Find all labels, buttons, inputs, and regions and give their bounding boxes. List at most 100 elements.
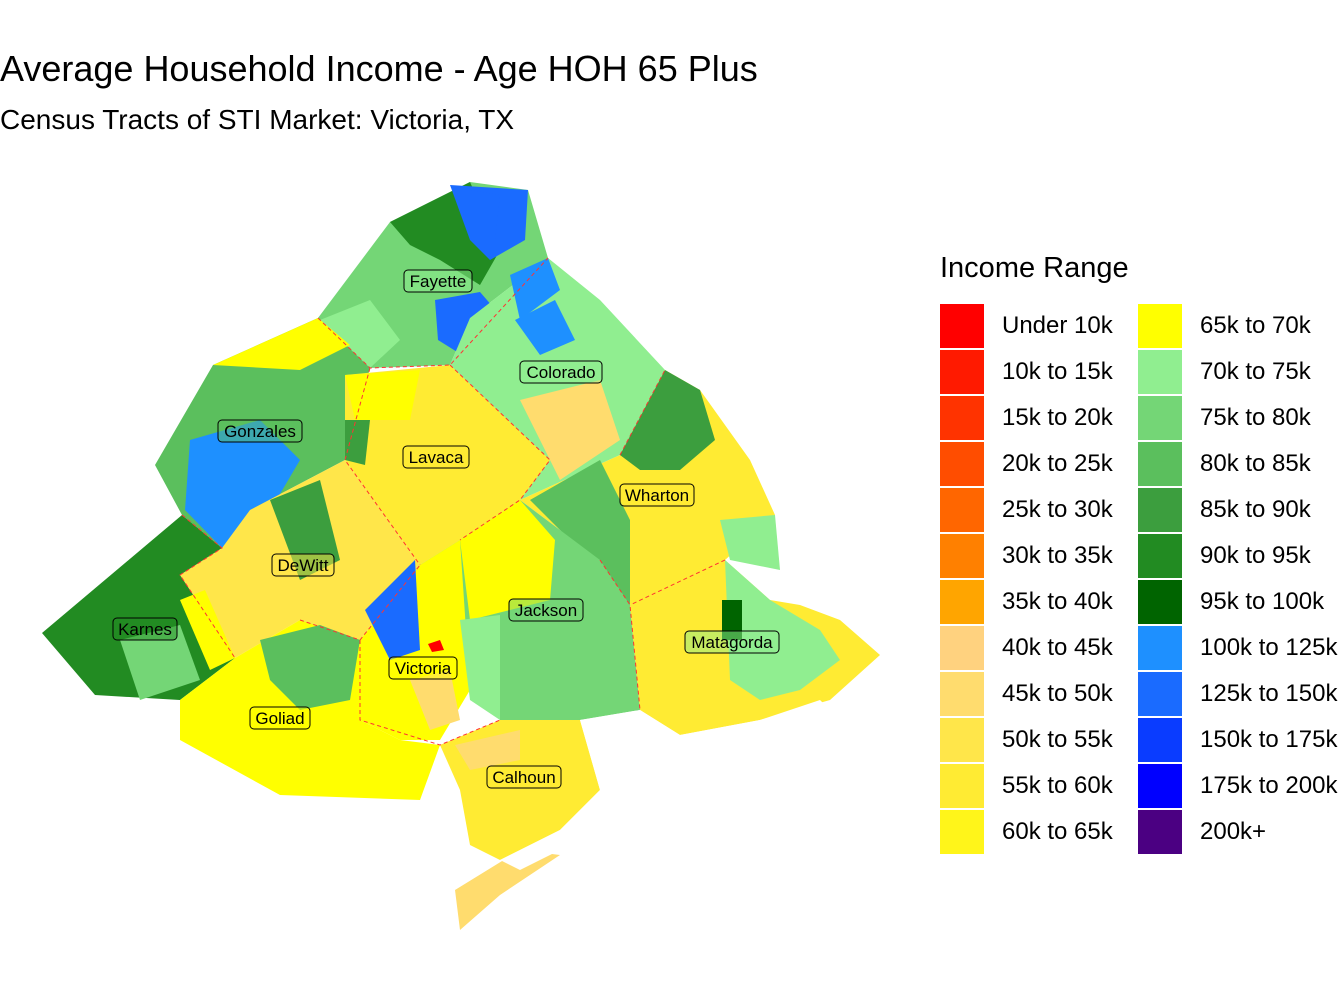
county-borders [179, 257, 726, 746]
legend-swatch [1138, 488, 1182, 532]
legend-label: 20k to 25k [1002, 450, 1113, 477]
legend-label: 60k to 65k [1002, 818, 1113, 845]
coastline-water [500, 700, 830, 870]
legend-column-1: Under 10k 10k to 15k 15k to 20k 20k to 2… [940, 303, 1138, 855]
county-name-wharton: Wharton [625, 486, 689, 505]
legend-swatch [940, 534, 984, 578]
map-subtitle: Census Tracts of STI Market: Victoria, T… [0, 104, 515, 135]
legend-swatch [940, 626, 984, 670]
legend-label: 150k to 175k [1200, 726, 1338, 753]
county-wharton [520, 370, 780, 605]
county-name-colorado: Colorado [527, 363, 596, 382]
legend-item: 100k to 125k [1138, 625, 1338, 671]
county-name-jackson: Jackson [515, 601, 577, 620]
legend-label: Under 10k [1002, 312, 1113, 339]
legend-item: 150k to 175k [1138, 717, 1338, 763]
legend-swatch [1138, 718, 1182, 762]
legend-swatch [940, 672, 984, 716]
county-name-fayette: Fayette [410, 272, 467, 291]
county-name-dewitt: DeWitt [278, 556, 329, 575]
legend-item: 175k to 200k [1138, 763, 1338, 809]
legend-item: 15k to 20k [940, 395, 1138, 441]
legend-column-2: 65k to 70k 70k to 75k 75k to 80k 80k to … [1138, 303, 1338, 855]
census-tract-map: Fayette Colorado Gonzales Lavaca Wharton… [42, 182, 880, 930]
county-label-matagorda: Matagorda [684, 630, 780, 654]
legend-item: 85k to 90k [1138, 487, 1336, 533]
legend-swatch [940, 718, 984, 762]
legend-item: Under 10k [940, 303, 1138, 349]
legend-label: 55k to 60k [1002, 772, 1113, 799]
legend-swatch [1138, 764, 1182, 808]
county-name-lavaca: Lavaca [409, 448, 464, 467]
legend-label: 175k to 200k [1200, 772, 1338, 799]
county-label-colorado: Colorado [519, 360, 603, 384]
county-karnes [42, 515, 235, 700]
legend-item: 60k to 65k [940, 809, 1138, 855]
legend-label: 85k to 90k [1200, 496, 1311, 523]
county-victoria [300, 540, 500, 740]
legend-swatch [1138, 672, 1182, 716]
legend-item: 35k to 40k [940, 579, 1138, 625]
legend-item: 25k to 30k [940, 487, 1138, 533]
legend-label: 80k to 85k [1200, 450, 1311, 477]
county-label-jackson: Jackson [508, 598, 584, 622]
legend-label: 100k to 125k [1200, 634, 1338, 661]
legend-item: 90k to 95k [1138, 533, 1336, 579]
county-name-gonzales: Gonzales [224, 422, 296, 441]
legend-swatch [940, 396, 984, 440]
legend-swatch [1138, 304, 1182, 348]
legend-item: 65k to 70k [1138, 303, 1336, 349]
county-label-lavaca: Lavaca [402, 445, 470, 469]
legend-label: 45k to 50k [1002, 680, 1113, 707]
legend-item: 55k to 60k [940, 763, 1138, 809]
legend-item: 40k to 45k [940, 625, 1138, 671]
county-label-fayette: Fayette [403, 269, 473, 293]
legend-item: 10k to 15k [940, 349, 1138, 395]
legend-label: 40k to 45k [1002, 634, 1113, 661]
legend-swatch [940, 810, 984, 854]
legend-item: 125k to 150k [1138, 671, 1338, 717]
legend-label: 35k to 40k [1002, 588, 1113, 615]
legend-swatch [1138, 580, 1182, 624]
legend-swatch [940, 488, 984, 532]
county-label-victoria: Victoria [388, 656, 458, 680]
legend-item: 20k to 25k [940, 441, 1138, 487]
legend-label: 10k to 15k [1002, 358, 1113, 385]
county-name-matagorda: Matagorda [691, 633, 773, 652]
legend-swatch [1138, 442, 1182, 486]
legend-item: 200k+ [1138, 809, 1336, 855]
county-label-gonzales: Gonzales [217, 419, 303, 443]
legend-swatch [1138, 350, 1182, 394]
legend-label: 25k to 30k [1002, 496, 1113, 523]
legend-label: 50k to 55k [1002, 726, 1113, 753]
legend-swatch [1138, 810, 1182, 854]
legend-item: 95k to 100k [1138, 579, 1336, 625]
legend-item: 45k to 50k [940, 671, 1138, 717]
legend-item: 70k to 75k [1138, 349, 1336, 395]
county-calhoun [440, 720, 600, 930]
legend-swatch [1138, 626, 1182, 670]
county-name-victoria: Victoria [395, 659, 452, 678]
legend-label: 200k+ [1200, 818, 1267, 845]
legend-swatch [940, 580, 984, 624]
county-name-calhoun: Calhoun [492, 768, 555, 787]
county-label-goliad: Goliad [249, 706, 311, 730]
legend-label: 15k to 20k [1002, 404, 1113, 431]
legend-title: Income Range [940, 252, 1129, 284]
legend-label: 90k to 95k [1200, 542, 1311, 569]
legend-label: 30k to 35k [1002, 542, 1113, 569]
income-legend: Income Range Under 10k 10k to 15k 15k to… [940, 252, 1344, 855]
legend-label: 65k to 70k [1200, 312, 1311, 339]
legend-item: 50k to 55k [940, 717, 1138, 763]
county-label-karnes: Karnes [112, 617, 178, 641]
legend-label: 125k to 150k [1200, 680, 1338, 707]
legend-label: 95k to 100k [1200, 588, 1325, 615]
legend-item: 30k to 35k [940, 533, 1138, 579]
legend-swatch [940, 304, 984, 348]
county-name-goliad: Goliad [255, 709, 304, 728]
legend-swatch [1138, 534, 1182, 578]
county-name-karnes: Karnes [118, 620, 172, 639]
county-label-dewitt: DeWitt [271, 553, 335, 577]
legend-item: 80k to 85k [1138, 441, 1336, 487]
county-label-calhoun: Calhoun [486, 765, 562, 789]
